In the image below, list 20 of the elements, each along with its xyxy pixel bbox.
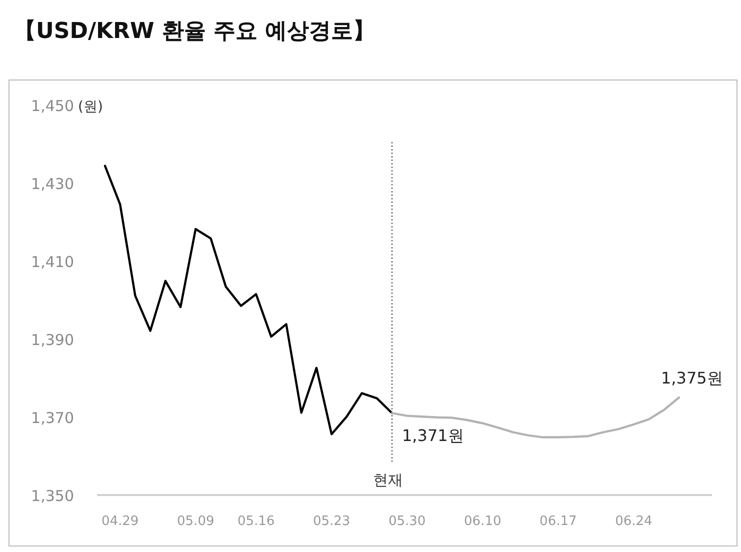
x-tick-label: 04.29: [101, 514, 139, 529]
x-tick-label: 05.30: [388, 514, 426, 529]
y-tick-label: 1,450: [31, 97, 74, 115]
x-tick-label: 06.10: [464, 514, 502, 529]
y-tick-label: 1,410: [31, 253, 74, 271]
x-tick-label: 05.09: [177, 514, 214, 529]
annotation: 1,371원: [402, 426, 464, 446]
y-axis-title: (원): [78, 99, 103, 115]
x-tick-label: 05.16: [237, 514, 275, 529]
y-tick-label: 1,390: [31, 331, 74, 349]
x-tick-label: 05.23: [312, 514, 350, 529]
annotation: 현재: [373, 471, 403, 489]
annotation: 1,375원: [661, 368, 723, 388]
x-tick-label: 06.24: [615, 514, 652, 529]
chart-title: 【USD/KRW 환율 주요 예상경로】: [14, 19, 376, 44]
x-tick-label: 06.17: [540, 514, 577, 529]
y-tick-label: 1,370: [31, 409, 74, 427]
line-series: [104, 164, 394, 436]
y-tick-label: 1,430: [31, 175, 74, 193]
y-tick-label: 1,350: [31, 487, 74, 505]
